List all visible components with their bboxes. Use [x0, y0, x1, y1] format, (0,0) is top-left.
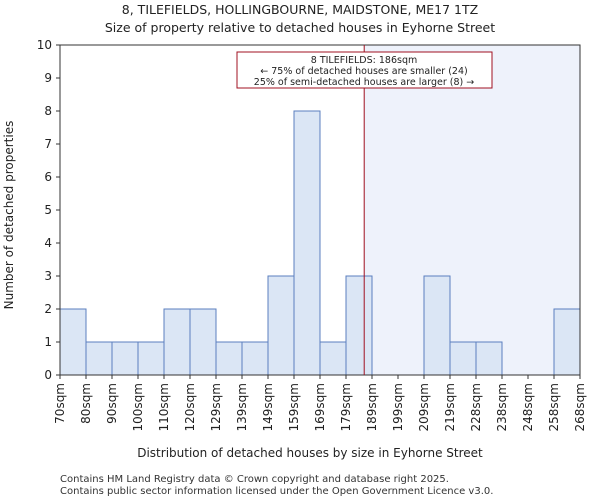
x-tick-label: 149sqm — [261, 383, 275, 431]
bar-80sqm — [85, 341, 113, 376]
footer-line-2: Contains public sector information licen… — [60, 486, 494, 497]
x-tick-label: 80sqm — [79, 383, 93, 424]
x-tick-label: 258sqm — [547, 383, 561, 431]
bar-139sqm — [241, 341, 269, 376]
bar-169sqm — [319, 341, 347, 376]
bar-228sqm — [475, 341, 503, 376]
x-tick-label: 248sqm — [521, 383, 535, 431]
x-tick-label: 70sqm — [53, 383, 67, 424]
x-tick-label: 169sqm — [313, 383, 327, 431]
bar-258sqm — [553, 308, 581, 376]
y-tick-label: 6 — [44, 170, 52, 184]
bar-179sqm — [345, 275, 373, 376]
x-tick-label: 228sqm — [469, 383, 483, 431]
x-tick-label: 199sqm — [391, 383, 405, 431]
larger-region-shade — [364, 45, 580, 375]
y-tick-label: 10 — [37, 38, 52, 52]
y-tick-label: 2 — [44, 302, 52, 316]
x-tick-label: 120sqm — [183, 383, 197, 431]
x-tick-label: 110sqm — [157, 383, 171, 431]
y-axis-label: Number of detached properties — [2, 121, 16, 310]
x-tick-label: 139sqm — [235, 383, 249, 431]
x-tick-label: 129sqm — [209, 383, 223, 431]
x-tick-label: 189sqm — [365, 383, 379, 431]
bar-100sqm — [137, 341, 165, 376]
y-tick-label: 3 — [44, 269, 52, 283]
bar-110sqm — [163, 308, 191, 376]
bar-120sqm — [189, 308, 217, 376]
annotation-line-3: 25% of semi-detached houses are larger (… — [254, 77, 474, 88]
bar-90sqm — [111, 341, 139, 376]
footer-line-1: Contains HM Land Registry data © Crown c… — [60, 474, 449, 485]
chart-subtitle: Size of property relative to detached ho… — [104, 20, 496, 35]
y-tick-label: 9 — [44, 71, 52, 85]
bar-149sqm — [267, 275, 295, 376]
bar-129sqm — [215, 341, 243, 376]
x-axis-label: Distribution of detached houses by size … — [137, 446, 483, 460]
y-tick-label: 1 — [44, 335, 52, 349]
y-tick-label: 7 — [44, 137, 52, 151]
y-tick-label: 4 — [44, 236, 52, 250]
x-tick-label: 238sqm — [495, 383, 509, 431]
annotation-box — [236, 51, 493, 89]
chart-title: 8, TILEFIELDS, HOLLINGBOURNE, MAIDSTONE,… — [121, 2, 479, 17]
x-tick-label: 219sqm — [443, 383, 457, 431]
bar-219sqm — [449, 341, 477, 376]
y-tick-label: 8 — [44, 104, 52, 118]
annotation-line-1: 8 TILEFIELDS: 186sqm — [311, 55, 417, 66]
x-tick-label: 159sqm — [287, 383, 301, 431]
annotation-line-2: ← 75% of detached houses are smaller (24… — [260, 66, 467, 77]
y-tick-label: 5 — [44, 203, 52, 217]
x-tick-label: 268sqm — [573, 383, 587, 431]
x-tick-label: 100sqm — [131, 383, 145, 431]
bar-209sqm — [423, 275, 451, 376]
x-tick-label: 209sqm — [417, 383, 431, 431]
y-tick-label: 0 — [44, 368, 52, 382]
bar-159sqm — [293, 110, 321, 376]
bar-70sqm — [59, 308, 87, 376]
x-tick-label: 90sqm — [105, 383, 119, 424]
x-tick-label: 179sqm — [339, 383, 353, 431]
